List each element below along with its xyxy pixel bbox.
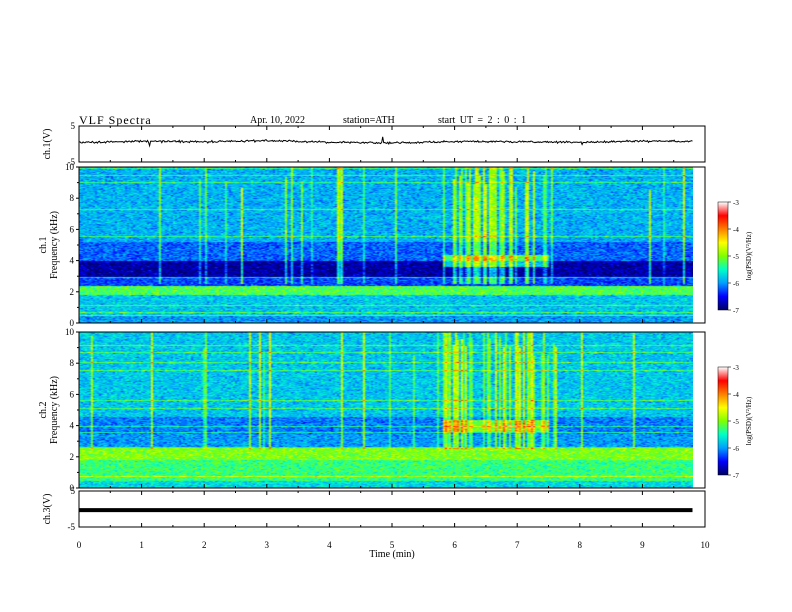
ch3-ytick-label-5: 5 (71, 486, 76, 496)
ch1-spectrogram-image (79, 167, 693, 323)
ch2-spectrogram-ylabel: ch.2 (38, 402, 49, 419)
date-label: Apr. 10, 2022 (250, 115, 305, 126)
ch2-colorbar-tick-label--7: -7 (733, 472, 739, 480)
ch3-y-ticks: 5 -5 (68, 486, 706, 532)
ch2-frequency-ticks: 10 8 6 4 2 0 (65, 327, 79, 493)
ch1-y-ticks: 5 -5 (68, 121, 706, 167)
ch1-spectrogram-ylabel: ch.1 (38, 237, 49, 254)
time-tick-label-6: 6 (452, 540, 457, 550)
ch2-spec-ytick-label-6: 6 (70, 389, 75, 399)
ch2-spec-ytick-label-2: 2 (70, 452, 75, 462)
ch1-frequency-axis-label: Frequency (kHz) (49, 211, 60, 279)
chart-title: VLF Spectra (79, 113, 152, 127)
time-tick-label-7: 7 (515, 540, 520, 550)
ch1-spec-ytick-label-6: 6 (70, 224, 75, 234)
ch2-spec-ytick-label-0: 0 (70, 483, 75, 493)
time-tick-label-3: 3 (265, 540, 270, 550)
time-tick-label-10: 10 (701, 540, 711, 550)
ch1-ytick-label--5: -5 (68, 157, 76, 167)
ch1-colorbar-tick-label--7: -7 (733, 307, 739, 315)
ch2-colorbar-tick-label--3: -3 (733, 364, 739, 372)
start-time-label: start UT = 2 : 0 : 1 (438, 115, 527, 126)
ch1-frequency-ticks: 10 8 6 4 2 0 (65, 162, 79, 328)
ch3-ytick-label--5: -5 (68, 522, 76, 532)
time-axis-label: Time (min) (369, 549, 414, 560)
ch1-waveform-line (79, 136, 693, 148)
ch2-colorbar-tick-label--5: -5 (733, 418, 739, 426)
ch2-colorbar-tick-label--6: -6 (733, 445, 739, 453)
ch1-colorbar-ticks: -3 -4 -5 -6 -7 (728, 199, 739, 315)
time-tick-label-9: 9 (640, 540, 645, 550)
station-label: station=ATH (343, 115, 395, 126)
ch1-waveform-frame (78, 125, 706, 163)
time-tick-label-4: 4 (327, 540, 332, 550)
ch1-spec-ytick-label-8: 8 (70, 193, 75, 203)
time-tick-label-1: 1 (139, 540, 144, 550)
ch2-colorbar (718, 367, 728, 475)
ch1-ytick-label-5: 5 (71, 121, 76, 131)
ch2-colorbar-ticks: -3 -4 -5 -6 -7 (728, 364, 739, 480)
ch1-waveform-ylabel: ch.1(V) (42, 129, 53, 160)
ch2-frequency-axis-label: Frequency (kHz) (49, 376, 60, 444)
ch1-colorbar-tick-label--4: -4 (733, 226, 739, 234)
ch2-spectrogram-image (79, 332, 693, 488)
ch2-colorbar-label: log(PSD)(V²/Hz) (745, 396, 753, 445)
ch1-colorbar (718, 202, 728, 310)
ch2-spec-ytick-label-10: 10 (65, 327, 75, 337)
time-tick-label-2: 2 (202, 540, 207, 550)
ch1-colorbar-tick-label--6: -6 (733, 280, 739, 288)
ch2-spec-ytick-label-8: 8 (70, 358, 75, 368)
ch2-colorbar-tick-label--4: -4 (733, 391, 739, 399)
ch1-spec-ytick-label-2: 2 (70, 287, 75, 297)
ch1-waveform-panel: 5 -5 ch.1(V) (42, 121, 706, 167)
ch1-colorbar-label: log(PSD)(V²/Hz) (745, 231, 753, 280)
ch1-spec-ytick-label-10: 10 (65, 162, 75, 172)
ch1-spec-ytick-label-0: 0 (70, 318, 75, 328)
ch3-waveform-panel: 5 -5 ch.3(V) 0 1 2 3 4 5 6 7 8 9 10 Time (min) (42, 319, 710, 560)
ch1-spec-ytick-label-4: 4 (70, 256, 75, 266)
ch2-spec-ytick-label-4: 4 (70, 421, 75, 431)
ch1-colorbar-tick-label--3: -3 (733, 199, 739, 207)
ch1-colorbar-tick-label--5: -5 (733, 253, 739, 261)
time-tick-label-5: 5 (390, 540, 395, 550)
time-axis-ticks: 0 1 2 3 4 5 6 7 8 9 10 (77, 319, 710, 550)
time-tick-label-8: 8 (578, 540, 583, 550)
time-tick-label-0: 0 (77, 540, 82, 550)
ch3-waveform-ylabel: ch.3(V) (42, 494, 53, 525)
